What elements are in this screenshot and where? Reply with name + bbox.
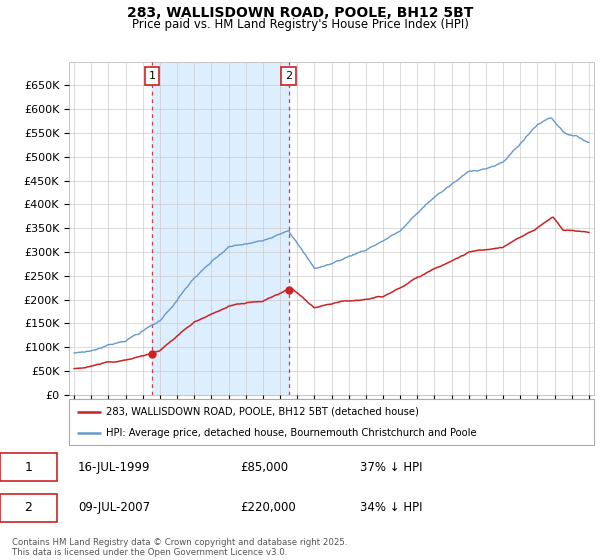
Text: £85,000: £85,000 xyxy=(240,460,288,474)
Bar xyxy=(152,62,289,395)
Text: Contains HM Land Registry data © Crown copyright and database right 2025.
This d: Contains HM Land Registry data © Crown c… xyxy=(12,538,347,557)
Text: Price paid vs. HM Land Registry's House Price Index (HPI): Price paid vs. HM Land Registry's House … xyxy=(131,18,469,31)
Text: 34% ↓ HPI: 34% ↓ HPI xyxy=(360,501,422,515)
Text: 1: 1 xyxy=(149,71,155,81)
Text: 1: 1 xyxy=(25,460,32,474)
Text: 2: 2 xyxy=(25,501,32,515)
Text: £220,000: £220,000 xyxy=(240,501,296,515)
Text: 16-JUL-1999: 16-JUL-1999 xyxy=(78,460,151,474)
Text: 2: 2 xyxy=(286,71,293,81)
Text: 283, WALLISDOWN ROAD, POOLE, BH12 5BT (detached house): 283, WALLISDOWN ROAD, POOLE, BH12 5BT (d… xyxy=(106,407,419,417)
Text: 283, WALLISDOWN ROAD, POOLE, BH12 5BT: 283, WALLISDOWN ROAD, POOLE, BH12 5BT xyxy=(127,6,473,20)
Text: 37% ↓ HPI: 37% ↓ HPI xyxy=(360,460,422,474)
Text: HPI: Average price, detached house, Bournemouth Christchurch and Poole: HPI: Average price, detached house, Bour… xyxy=(106,428,476,438)
Text: 09-JUL-2007: 09-JUL-2007 xyxy=(78,501,150,515)
FancyBboxPatch shape xyxy=(0,494,57,522)
FancyBboxPatch shape xyxy=(0,453,57,481)
